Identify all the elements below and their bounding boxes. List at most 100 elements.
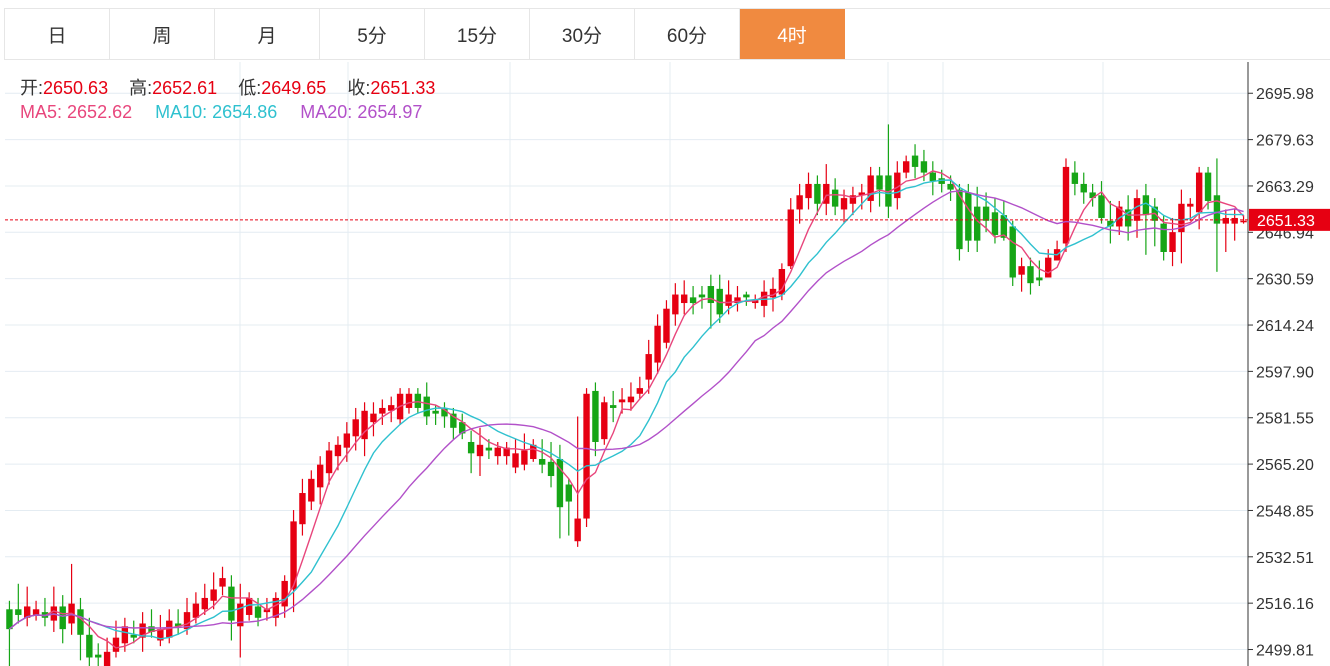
candle-body (574, 518, 581, 542)
candle-body (1089, 192, 1096, 199)
tab-15min[interactable]: 15分 (425, 9, 530, 59)
candle-body (1045, 257, 1052, 278)
candle-body (494, 447, 501, 457)
candle-body (885, 175, 892, 207)
candle-body (991, 212, 999, 235)
candle-body (299, 493, 306, 525)
ohlc-row: 开:2650.63 高:2652.61 低:2649.65 收:2651.33 (20, 76, 451, 100)
candle-body (192, 603, 200, 618)
candle-body (139, 623, 146, 638)
candle-body (77, 609, 84, 635)
candle-body (1133, 198, 1141, 221)
y-axis-tick-label: 2516.16 (1256, 596, 1314, 613)
candle-body (450, 413, 457, 428)
candle-body (1062, 166, 1070, 244)
candle-body (157, 629, 164, 641)
candle-body (352, 419, 359, 437)
y-axis-tick-label: 2695.98 (1256, 86, 1314, 103)
candle-body (308, 478, 315, 502)
candle-body (290, 521, 297, 590)
candle-body (228, 586, 235, 621)
candle-body (1178, 203, 1185, 233)
ma10-readout: MA10: 2654.86 (155, 102, 277, 122)
candle-body (530, 444, 537, 459)
candle-body (672, 294, 679, 315)
candle-body (627, 396, 635, 403)
tab-week[interactable]: 周 (110, 9, 215, 59)
candle-body (654, 325, 661, 363)
ma10-value: 2654.86 (212, 102, 278, 122)
candle-body (467, 441, 475, 454)
candle-body (929, 172, 937, 182)
candle-body (6, 609, 13, 630)
candle-body (485, 447, 493, 451)
candle-body (174, 623, 182, 627)
candle-body (1027, 266, 1034, 284)
y-axis-tick-label: 2532.51 (1256, 550, 1314, 567)
y-axis-tick-label: 2581.55 (1256, 411, 1314, 428)
close-value: 2651.33 (370, 78, 436, 98)
candle-body (59, 606, 66, 630)
high-label: 高: (129, 78, 153, 98)
tab-30min[interactable]: 30分 (530, 9, 635, 59)
candle-body (423, 396, 430, 417)
candle-body (1000, 215, 1008, 238)
tab-60min[interactable]: 60分 (635, 9, 740, 59)
candle-body (15, 609, 22, 615)
candle-body (1036, 277, 1043, 281)
candle-body (734, 297, 741, 304)
ohlc-info-panel: 开:2650.63 高:2652.61 低:2649.65 收:2651.33 … (20, 76, 451, 124)
candle-body (405, 393, 413, 408)
candle-body (698, 294, 706, 298)
candle-body (538, 458, 546, 465)
candle-body (1009, 226, 1016, 278)
candle-body (743, 294, 750, 298)
high-value: 2652.61 (152, 78, 218, 98)
candle-body (263, 609, 271, 613)
ma5-line (8, 170, 1245, 649)
candle-body (636, 388, 644, 394)
ma20-readout: MA20: 2654.97 (300, 102, 422, 122)
candle-body (103, 651, 111, 666)
candle-body (938, 178, 945, 184)
candle-body (1169, 232, 1176, 252)
candle-body (521, 450, 528, 465)
candle-body (334, 444, 342, 457)
close-label: 收: (347, 78, 371, 98)
y-axis-tick-label: 2548.85 (1256, 503, 1314, 520)
candle-body (476, 444, 484, 457)
y-axis-tick-label: 2630.59 (1256, 272, 1314, 289)
candle-body (796, 195, 803, 210)
candle-body (849, 195, 857, 204)
tab-day[interactable]: 日 (5, 9, 110, 59)
candle-body (867, 175, 874, 201)
candle-body (441, 407, 448, 417)
candle-body (112, 637, 120, 652)
low-label: 低: (238, 78, 262, 98)
candle-body (370, 413, 377, 423)
y-axis-tick-label: 2597.90 (1256, 364, 1314, 381)
candle-body (681, 294, 688, 304)
tab-month[interactable]: 月 (215, 9, 320, 59)
candle-body (121, 626, 129, 644)
ma20-line (8, 190, 1244, 630)
candle-body (95, 654, 102, 658)
candle-body (1231, 217, 1238, 224)
candle-body (1080, 183, 1087, 193)
candle-body (805, 183, 812, 199)
candle-body (645, 354, 652, 380)
candle-body (388, 405, 395, 411)
candle-body (876, 175, 883, 190)
period-tabs: 日 周 月 5分 15分 30分 60分 4时 (4, 8, 1330, 60)
candle-body (254, 606, 262, 618)
open-value: 2650.63 (43, 78, 109, 98)
candle-body (148, 626, 155, 632)
tab-4hour[interactable]: 4时 (740, 9, 845, 59)
tab-5min[interactable]: 5分 (320, 9, 425, 59)
candle-body (459, 422, 466, 434)
candle-body (1187, 203, 1194, 207)
ma20-value: 2654.97 (357, 102, 423, 122)
y-axis-tick-label: 2499.81 (1256, 643, 1314, 660)
candle-body (219, 578, 226, 587)
